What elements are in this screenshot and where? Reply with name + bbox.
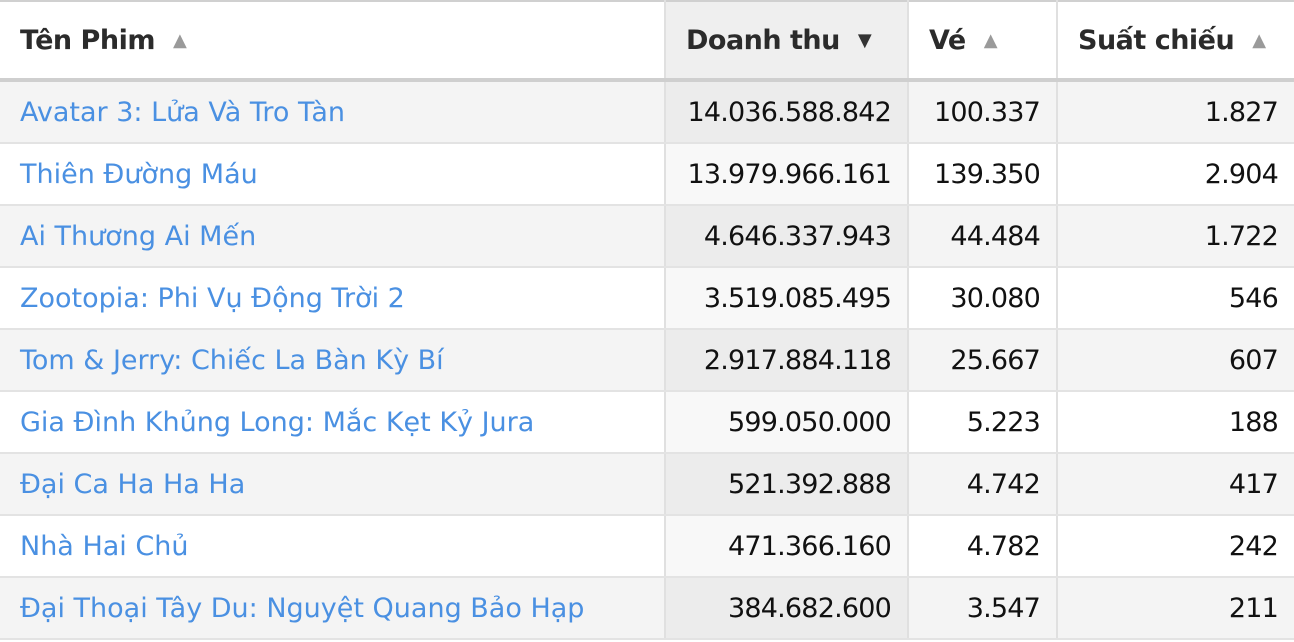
movie-link[interactable]: Avatar 3: Lửa Và Tro Tàn xyxy=(20,96,346,128)
cell-showtimes: 417 xyxy=(1056,453,1294,516)
cell-title: Gia Đình Khủng Long: Mắc Kẹt Kỷ Jura xyxy=(0,391,665,454)
cell-revenue: 14.036.588.842 xyxy=(664,80,908,144)
movie-link[interactable]: Ai Thương Ai Mến xyxy=(20,220,257,252)
cell-tickets: 4.742 xyxy=(907,453,1057,516)
cell-title: Tom & Jerry: Chiếc La Bàn Kỳ Bí xyxy=(0,329,665,392)
cell-revenue: 3.519.085.495 xyxy=(664,267,908,330)
cell-revenue: 599.050.000 xyxy=(664,391,908,454)
cell-revenue: 521.392.888 xyxy=(664,453,908,516)
column-header-tickets[interactable]: Vé ▲ xyxy=(907,1,1057,82)
sort-asc-icon[interactable]: ▲ xyxy=(172,29,187,51)
movie-link[interactable]: Nhà Hai Chủ xyxy=(20,530,189,562)
cell-tickets: 139.350 xyxy=(907,143,1057,206)
cell-revenue: 13.979.966.161 xyxy=(664,143,908,206)
cell-tickets: 5.223 xyxy=(907,391,1057,454)
movie-link[interactable]: Đại Ca Ha Ha Ha xyxy=(20,468,246,500)
movie-link[interactable]: Gia Đình Khủng Long: Mắc Kẹt Kỷ Jura xyxy=(20,406,535,438)
column-header-showtimes[interactable]: Suất chiếu ▲ xyxy=(1056,1,1294,82)
movie-link[interactable]: Đại Thoại Tây Du: Nguyệt Quang Bảo Hạp xyxy=(20,592,585,624)
cell-tickets: 30.080 xyxy=(907,267,1057,330)
cell-title: Avatar 3: Lửa Và Tro Tàn xyxy=(0,80,665,144)
cell-tickets: 25.667 xyxy=(907,329,1057,392)
table-row: Đại Ca Ha Ha Ha 521.392.888 4.742 417 xyxy=(0,453,1294,516)
movie-link[interactable]: Zootopia: Phi Vụ Động Trời 2 xyxy=(20,282,405,314)
column-header-revenue[interactable]: Doanh thu ▼ xyxy=(664,1,908,82)
table-row: Tom & Jerry: Chiếc La Bàn Kỳ Bí 2.917.884… xyxy=(0,329,1294,392)
cell-showtimes: 2.904 xyxy=(1056,143,1294,206)
cell-showtimes: 1.827 xyxy=(1056,80,1294,144)
table-row: Avatar 3: Lửa Và Tro Tàn 14.036.588.842 10… xyxy=(0,80,1294,144)
cell-showtimes: 242 xyxy=(1056,515,1294,578)
cell-showtimes: 1.722 xyxy=(1056,205,1294,268)
movie-link[interactable]: Tom & Jerry: Chiếc La Bàn Kỳ Bí xyxy=(20,344,444,376)
cell-revenue: 384.682.600 xyxy=(664,577,908,640)
table-header-row: Tên Phim ▲ Doanh thu ▼ Vé ▲ Suất chiếu ▲ xyxy=(0,1,1294,82)
table-row: Đại Thoại Tây Du: Nguyệt Quang Bảo Hạp 38… xyxy=(0,577,1294,640)
cell-revenue: 471.366.160 xyxy=(664,515,908,578)
cell-title: Zootopia: Phi Vụ Động Trời 2 xyxy=(0,267,665,330)
sort-asc-icon[interactable]: ▲ xyxy=(1252,29,1266,51)
cell-tickets: 100.337 xyxy=(907,80,1057,144)
cell-title: Ai Thương Ai Mến xyxy=(0,205,665,268)
table-row: Ai Thương Ai Mến 4.646.337.943 44.484 1.722 xyxy=(0,205,1294,268)
cell-title: Đại Ca Ha Ha Ha xyxy=(0,453,665,516)
cell-showtimes: 546 xyxy=(1056,267,1294,330)
cell-title: Đại Thoại Tây Du: Nguyệt Quang Bảo Hạp xyxy=(0,577,665,640)
table-row: Gia Đình Khủng Long: Mắc Kẹt Kỷ Jura 599.… xyxy=(0,391,1294,454)
cell-showtimes: 607 xyxy=(1056,329,1294,392)
column-header-title[interactable]: Tên Phim ▲ xyxy=(0,1,665,82)
cell-revenue: 4.646.337.943 xyxy=(664,205,908,268)
table-row: Zootopia: Phi Vụ Động Trời 2 3.519.085.49… xyxy=(0,267,1294,330)
movie-link[interactable]: Thiên Đường Máu xyxy=(20,158,258,190)
cell-showtimes: 211 xyxy=(1056,577,1294,640)
cell-showtimes: 188 xyxy=(1056,391,1294,454)
sort-asc-icon[interactable]: ▲ xyxy=(983,29,998,51)
cell-title: Nhà Hai Chủ xyxy=(0,515,665,578)
cell-tickets: 4.782 xyxy=(907,515,1057,578)
table-row: Nhà Hai Chủ 471.366.160 4.782 242 xyxy=(0,515,1294,578)
cell-title: Thiên Đường Máu xyxy=(0,143,665,206)
cell-tickets: 3.547 xyxy=(907,577,1057,640)
cell-revenue: 2.917.884.118 xyxy=(664,329,908,392)
sort-desc-icon[interactable]: ▼ xyxy=(857,29,872,51)
cell-tickets: 44.484 xyxy=(907,205,1057,268)
table-row: Thiên Đường Máu 13.979.966.161 139.350 2.90… xyxy=(0,143,1294,206)
